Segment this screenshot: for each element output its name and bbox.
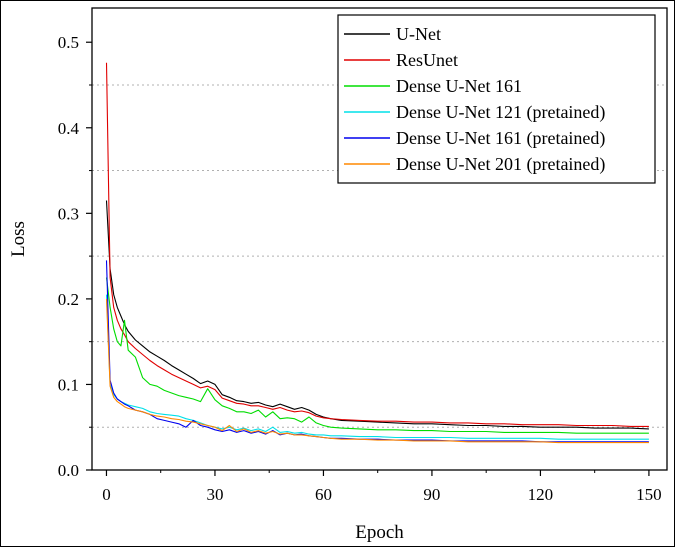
legend-entry: Dense U-Net 121 (pretained) <box>396 102 605 123</box>
y-tick-label: 0.2 <box>58 290 79 309</box>
series-line-1 <box>105 200 649 430</box>
grid-lines <box>92 84 667 428</box>
y-axis: 0.0 0.1 0.2 0.3 0.4 0.5 <box>58 33 92 480</box>
x-axis-label: Epoch <box>355 522 404 543</box>
series-line-5 <box>105 260 649 443</box>
series-line-3 <box>105 277 649 434</box>
y-tick-label: 0.4 <box>58 119 80 138</box>
x-tick-label: 150 <box>636 485 662 504</box>
y-tick-label: 0.0 <box>58 461 79 480</box>
legend: U-Net ResUnet Dense U-Net 161 Dense U-Net 1… <box>337 14 656 184</box>
x-tick-label: 90 <box>423 485 440 504</box>
x-tick-label: 30 <box>206 485 223 504</box>
series-line-4 <box>105 294 649 440</box>
y-tick-label: 0.5 <box>58 33 79 52</box>
legend-box <box>337 14 656 184</box>
x-tick-label: 0 <box>102 485 111 504</box>
x-axis: 0 30 60 90 120 150 <box>102 470 662 504</box>
series-line-6 <box>105 298 649 444</box>
y-axis-label: Loss <box>8 221 29 257</box>
plot-area <box>91 7 668 471</box>
legend-entry: ResUnet <box>396 50 458 70</box>
x-tick-label: 60 <box>315 485 332 504</box>
series-line-2 <box>105 62 649 427</box>
y-tick-label: 0.3 <box>58 204 79 223</box>
legend-entry: Dense U-Net 201 (pretained) <box>396 154 605 175</box>
legend-entry: U-Net <box>396 24 441 44</box>
legend-entry: Dense U-Net 161 <box>396 76 522 96</box>
series-lines <box>105 62 649 444</box>
y-tick-label: 0.1 <box>58 375 79 394</box>
x-tick-label: 120 <box>528 485 554 504</box>
legend-entry: Dense U-Net 161 (pretained) <box>396 128 605 149</box>
